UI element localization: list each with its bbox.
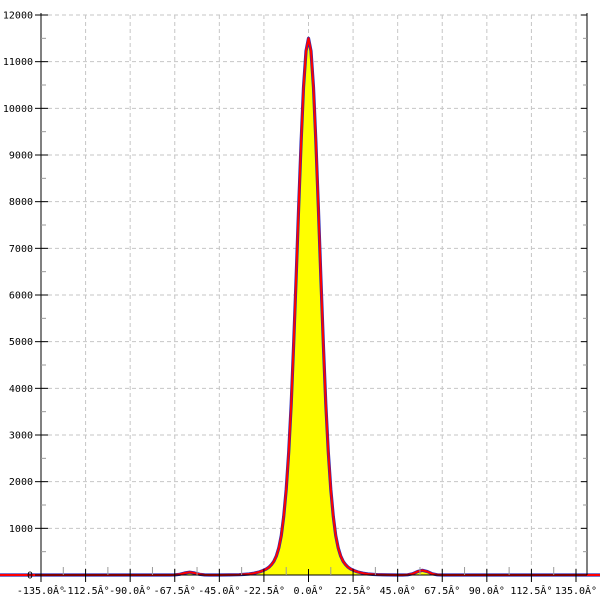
y-tick-label: 10000 [3, 104, 33, 115]
y-tick-label: 8000 [9, 197, 33, 208]
label-layer: -135.0Â°-112.5Â° -90.0Â° -67.5Â° -45.0Â° -22… [3, 11, 597, 598]
x-tick-label: 135.0Â° [555, 584, 597, 597]
y-tick-label: 0 [27, 571, 33, 582]
x-tick-label: -90.0Â° [109, 584, 151, 597]
x-tick-label: 112.5Â° [510, 584, 552, 597]
x-tick-label: 45.0Â° [380, 584, 416, 597]
series-layer [0, 36, 600, 577]
x-tick-label: -22.5Â° [243, 584, 285, 597]
y-tick-label: 7000 [9, 244, 33, 255]
y-tick-label: 12000 [3, 11, 33, 22]
x-tick-label: -45.0Â° [198, 584, 240, 597]
y-tick-label: 1000 [9, 524, 33, 535]
x-tick-label: 90.0Â° [469, 584, 505, 597]
y-tick-label: 11000 [3, 57, 33, 68]
x-tick-label: -135.0Â° [17, 584, 65, 597]
distribution-line [0, 37, 600, 576]
tick-layer [35, 14, 587, 582]
x-tick-label: 67.5Â° [424, 584, 460, 597]
x-tick-label: 0.0Â° [293, 584, 323, 597]
distribution-fill [0, 38, 600, 576]
y-tick-label: 4000 [9, 384, 33, 395]
x-tick-label: 22.5Â° [335, 584, 371, 597]
y-tick-label: 5000 [9, 337, 33, 348]
y-tick-label: 3000 [9, 431, 33, 442]
y-tick-label: 2000 [9, 477, 33, 488]
y-tick-label: 6000 [9, 291, 33, 302]
x-tick-label: -112.5Â° [61, 584, 109, 597]
y-tick-label: 9000 [9, 151, 33, 162]
x-tick-label: -67.5Â° [154, 584, 196, 597]
